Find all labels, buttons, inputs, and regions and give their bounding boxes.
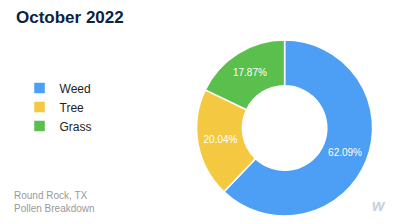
svg-text:Weed: Weed [60,82,91,96]
svg-text:Round Rock, TXPollen Breakdown: Round Rock, TXPollen Breakdown [14,190,95,214]
svg-text:17.87%: 17.87% [233,67,267,78]
svg-text:October 2022: October 2022 [16,8,124,27]
svg-text:Tree: Tree [60,101,85,115]
svg-text:w: w [372,197,386,214]
svg-text:20.04%: 20.04% [204,134,238,145]
svg-text:62.09%: 62.09% [328,147,362,158]
svg-text:Grass: Grass [60,120,92,134]
